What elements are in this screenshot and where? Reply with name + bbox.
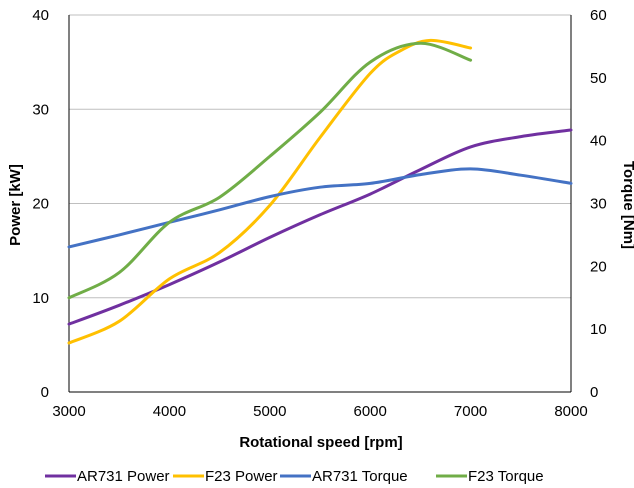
y-right-tick-label: 30 [590,196,607,213]
y-right-tick-label: 10 [590,321,607,338]
y-right-axis-ticks: 0 10 20 30 40 50 60 [590,7,607,401]
y-right-tick-label: 60 [590,7,607,24]
y-right-tick-label: 20 [590,258,607,275]
x-tick-label: 4000 [153,403,186,420]
y-left-tick-label: 30 [32,101,49,118]
series-line-f23-torque [69,43,471,298]
x-tick-label: 5000 [253,403,286,420]
x-tick-label: 7000 [454,403,487,420]
y-left-axis-title: Power [kW] [7,164,24,246]
y-right-tick-label: 50 [590,70,607,87]
y-left-axis-ticks: 0 10 20 30 40 [32,7,49,401]
y-left-tick-label: 10 [32,290,49,307]
y-left-tick-label: 0 [41,384,49,401]
x-tick-label: 6000 [354,403,387,420]
y-left-tick-label: 40 [32,7,49,24]
legend: AR731 Power F23 Power AR731 Torque F23 Torq… [45,468,544,485]
x-tick-label: 3000 [52,403,85,420]
y-right-tick-label: 40 [590,133,607,150]
legend-label-ar731-power: AR731 Power [77,468,170,485]
gridlines [69,15,571,392]
x-axis-title: Rotational speed [rpm] [239,434,402,451]
y-right-axis-title: Torque [Nm] [620,161,634,249]
x-tick-label: 8000 [554,403,587,420]
legend-label-ar731-torque: AR731 Torque [312,468,408,485]
legend-label-f23-torque: F23 Torque [468,468,544,485]
x-axis-ticks: 3000 4000 5000 6000 7000 8000 [52,403,587,420]
y-right-tick-label: 0 [590,384,598,401]
series-line-ar731-torque [69,169,571,247]
legend-label-f23-power: F23 Power [205,468,278,485]
y-left-tick-label: 20 [32,196,49,213]
series-line-ar731-power [69,130,571,324]
